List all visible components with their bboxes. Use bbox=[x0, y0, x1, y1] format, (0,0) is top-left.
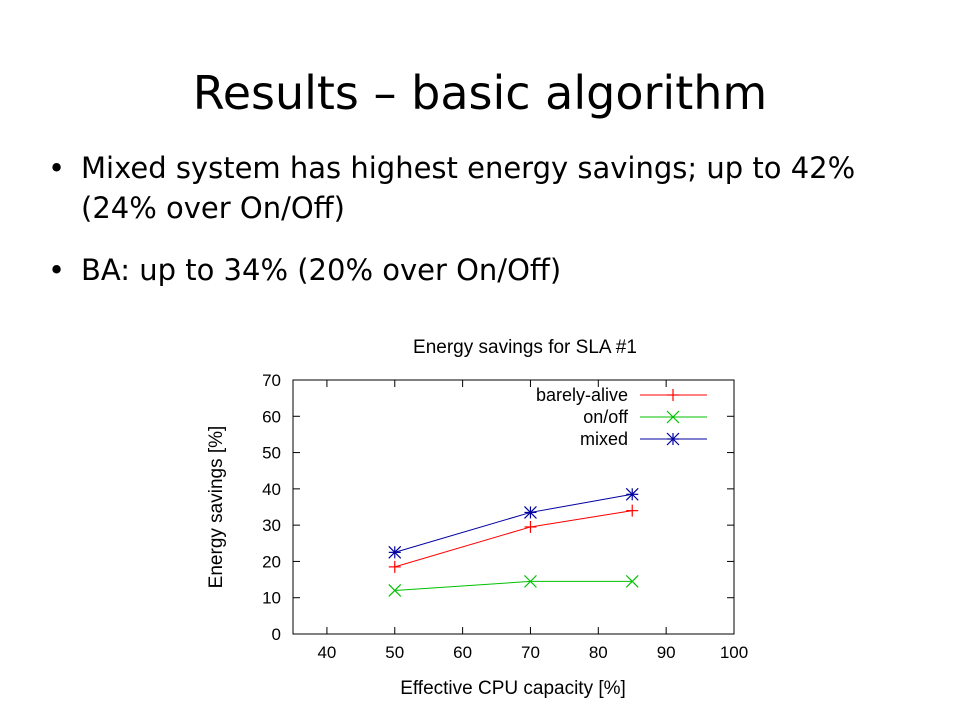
marker-stroke bbox=[524, 506, 537, 519]
data-point-marker bbox=[388, 545, 402, 559]
series-line bbox=[394, 580, 633, 591]
data-point-marker bbox=[388, 584, 402, 597]
y-tick-label: 30 bbox=[262, 516, 281, 535]
marker-stroke bbox=[666, 410, 680, 424]
x-tick-label: 80 bbox=[589, 643, 608, 662]
bullet-item: • Mixed system has highest energy saving… bbox=[48, 148, 928, 228]
slide-title: Results – basic algorithm bbox=[192, 65, 768, 120]
data-point-marker bbox=[388, 560, 401, 573]
data-point-marker bbox=[524, 506, 537, 519]
legend-item: on/off bbox=[583, 407, 707, 427]
x-tick-label: 60 bbox=[453, 643, 472, 662]
data-point-marker bbox=[626, 504, 639, 517]
series-layer bbox=[388, 487, 639, 597]
legend-label: mixed bbox=[580, 429, 628, 449]
x-tick-label: 70 bbox=[521, 643, 540, 662]
y-axis-label: Energy savings [%] bbox=[206, 426, 227, 589]
marker-stroke bbox=[666, 432, 680, 446]
data-point-marker bbox=[625, 487, 639, 501]
bullet-item: • BA: up to 34% (20% over On/Off) bbox=[48, 250, 928, 290]
y-tick-label: 50 bbox=[262, 444, 281, 463]
x-tick-label: 40 bbox=[317, 643, 336, 662]
data-point-marker bbox=[667, 389, 679, 401]
axis-ticks: 0 10 20 30 40 50 60 70 40 50 60 70 80 90 100 bbox=[262, 371, 748, 662]
marker-stroke bbox=[625, 487, 639, 501]
marker-stroke bbox=[388, 584, 402, 597]
data-point-marker bbox=[625, 574, 639, 588]
series-barely-alive bbox=[388, 504, 639, 573]
y-tick-label: 20 bbox=[262, 552, 281, 571]
bullet-icon: • bbox=[48, 151, 66, 185]
y-tick-label: 10 bbox=[262, 589, 281, 608]
marker-stroke bbox=[524, 574, 537, 588]
y-tick-label: 40 bbox=[262, 480, 281, 499]
chart-title: Energy savings for SLA #1 bbox=[413, 337, 637, 358]
legend-item: mixed bbox=[580, 429, 707, 449]
data-point-marker bbox=[666, 410, 680, 424]
series-line bbox=[394, 510, 633, 568]
series-mixed bbox=[388, 487, 639, 559]
y-tick-label: 70 bbox=[262, 371, 281, 390]
y-tick-label: 60 bbox=[262, 407, 281, 426]
legend-item: barely-alive bbox=[536, 385, 707, 405]
x-axis-label: Effective CPU capacity [%] bbox=[400, 678, 626, 699]
y-tick-label: 0 bbox=[272, 625, 281, 644]
bullet-text: BA: up to 34% (20% over On/Off) bbox=[81, 253, 562, 287]
data-point-marker bbox=[666, 432, 680, 446]
bullet-icon: • bbox=[48, 253, 66, 287]
marker-stroke bbox=[388, 545, 402, 559]
legend-label: on/off bbox=[583, 407, 629, 427]
bullet-text: Mixed system has highest energy savings;… bbox=[81, 151, 856, 225]
x-tick-label: 100 bbox=[720, 643, 748, 662]
series-on-off bbox=[388, 574, 639, 597]
data-point-marker bbox=[524, 520, 537, 533]
marker-stroke bbox=[625, 574, 639, 588]
legend-label: barely-alive bbox=[536, 385, 628, 405]
data-point-marker bbox=[524, 574, 537, 588]
bullet-list: • Mixed system has highest energy saving… bbox=[48, 148, 928, 312]
x-tick-label: 50 bbox=[385, 643, 404, 662]
plot-frame bbox=[292, 379, 735, 635]
series-line bbox=[394, 493, 633, 553]
energy-savings-chart: Energy savings for SLA #1 0 10 20 30 40 50 60 7… bbox=[206, 337, 748, 699]
x-tick-label: 90 bbox=[657, 643, 676, 662]
